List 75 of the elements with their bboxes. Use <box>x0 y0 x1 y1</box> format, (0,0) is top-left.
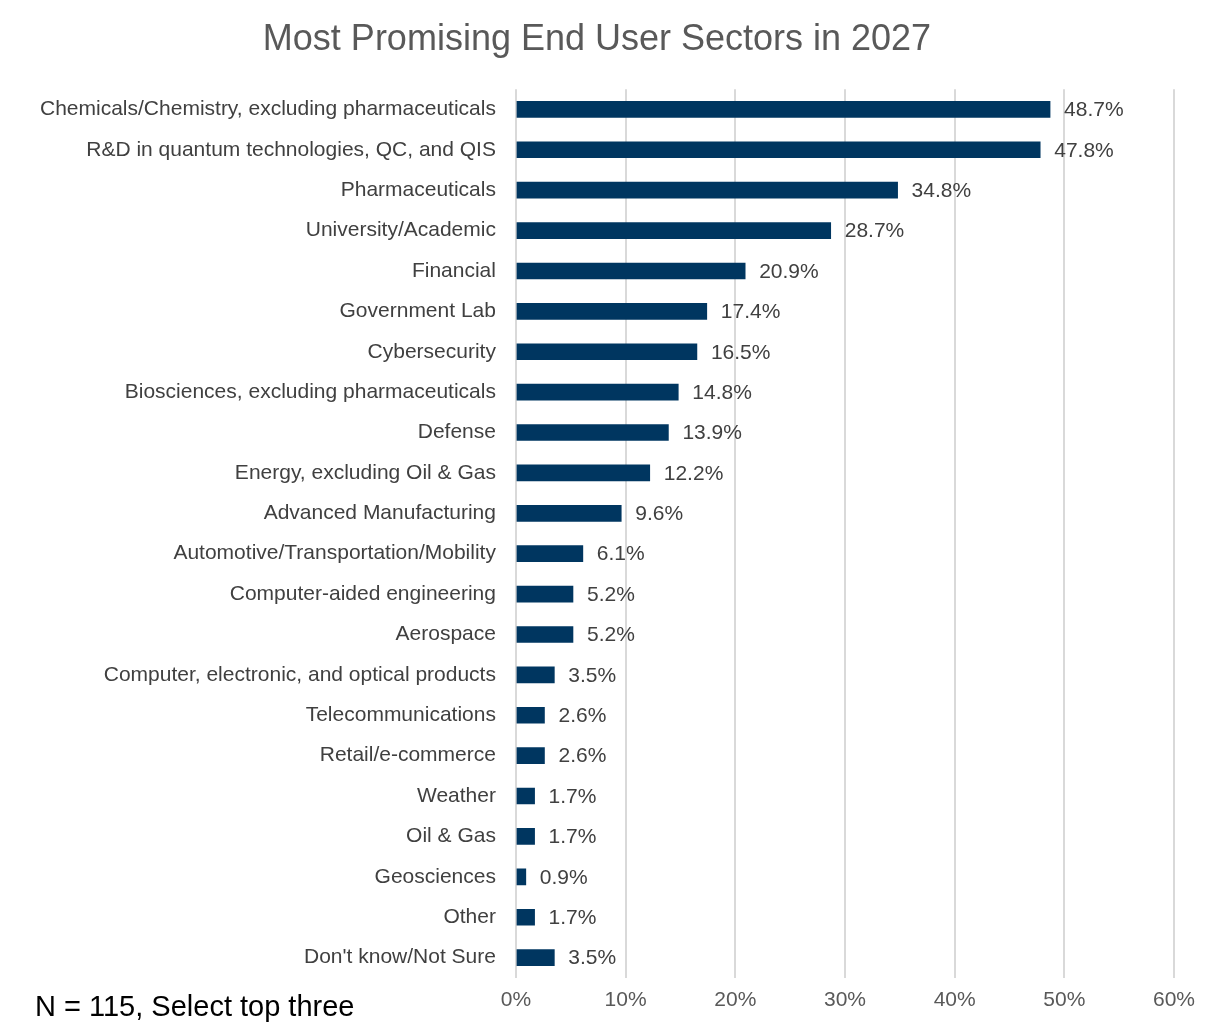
y-tick-label: Defense <box>417 419 496 443</box>
data-label: 48.7% <box>1064 97 1124 121</box>
y-tick-label: Pharmaceuticals <box>340 176 496 200</box>
data-label: 6.1% <box>596 541 645 565</box>
x-tick-label: 0% <box>500 987 532 1011</box>
bar <box>516 545 584 563</box>
bar <box>516 222 832 239</box>
y-tick-label: Biosciences, excluding pharmaceuticals <box>124 378 496 402</box>
x-tick-label: 20% <box>714 987 757 1011</box>
data-label: 47.8% <box>1054 137 1114 161</box>
bar <box>516 383 679 401</box>
bar <box>516 181 898 199</box>
data-label: 5.2% <box>586 622 635 646</box>
bar <box>516 343 698 361</box>
y-tick-label: Financial <box>411 257 496 281</box>
y-tick-label: R&D in quantum technologies, QC, and QIS <box>86 136 496 160</box>
y-tick-label: Government Lab <box>339 298 496 322</box>
y-tick-label: Computer, electronic, and optical products <box>103 661 496 685</box>
data-label: 3.5% <box>568 945 617 969</box>
bar <box>516 141 1041 159</box>
y-tick-label: Retail/e-commerce <box>319 742 496 766</box>
bar <box>516 303 708 320</box>
x-tick-label: 10% <box>604 987 647 1011</box>
y-tick-label: Telecommunications <box>305 702 496 726</box>
x-tick-label: 60% <box>1152 987 1196 1011</box>
bar <box>516 787 535 805</box>
y-tick-label: Other <box>443 904 496 928</box>
data-label: 2.6% <box>558 743 607 767</box>
y-tick-label: Aerospace <box>395 621 496 645</box>
bar <box>516 504 622 522</box>
y-tick-label: Computer-aided engineering <box>229 580 496 604</box>
bar <box>516 101 1051 118</box>
y-tick-label: Geosciences <box>374 863 496 887</box>
x-tick-label: 30% <box>823 987 866 1011</box>
text: N = 115, Select top three <box>35 990 355 1022</box>
bar <box>516 949 555 966</box>
data-label: 13.9% <box>682 420 742 444</box>
y-tick-label: Oil & Gas <box>406 823 496 847</box>
y-tick-label: Automotive/Transportation/Mobility <box>173 540 497 564</box>
bar <box>516 626 574 643</box>
y-tick-label: Don't know/Not Sure <box>304 944 496 968</box>
data-label: 28.7% <box>844 218 905 242</box>
data-label: 3.5% <box>568 662 617 686</box>
data-label: 1.7% <box>548 905 597 929</box>
bar <box>516 908 535 926</box>
bar <box>516 424 669 441</box>
y-tick-label: Chemicals/Chemistry, excluding pharmaceuticals <box>40 96 496 120</box>
bar <box>516 666 555 684</box>
data-label: 9.6% <box>635 501 684 525</box>
data-label: 20.9% <box>759 258 819 282</box>
bar <box>516 706 545 724</box>
x-tick-label: 50% <box>1043 987 1086 1011</box>
y-tick-label: University/Academic <box>305 217 496 241</box>
chart-title: Most Promising End User Sectors in 2027 <box>262 16 932 58</box>
bar <box>516 585 574 603</box>
y-tick-label: Weather <box>416 782 496 806</box>
data-label: 14.8% <box>692 379 752 403</box>
data-label: 5.2% <box>586 581 635 605</box>
data-label: 2.6% <box>558 703 607 727</box>
y-tick-label: Advanced Manufacturing <box>263 500 496 524</box>
bar <box>516 747 545 764</box>
y-tick-label: Energy, excluding Oil & Gas <box>234 459 496 483</box>
data-label: 12.2% <box>663 460 724 484</box>
data-label: 17.4% <box>720 299 781 323</box>
bar <box>516 828 535 845</box>
bar <box>516 868 527 886</box>
data-label: 1.7% <box>548 824 597 848</box>
data-label: 1.7% <box>548 783 597 807</box>
data-label: 16.5% <box>710 339 771 363</box>
x-tick-label: 40% <box>933 987 976 1011</box>
y-tick-label: Cybersecurity <box>367 338 497 362</box>
data-label: 34.8% <box>911 177 972 201</box>
data-label: 0.9% <box>539 864 588 888</box>
bar <box>516 464 651 482</box>
bar <box>516 262 746 280</box>
